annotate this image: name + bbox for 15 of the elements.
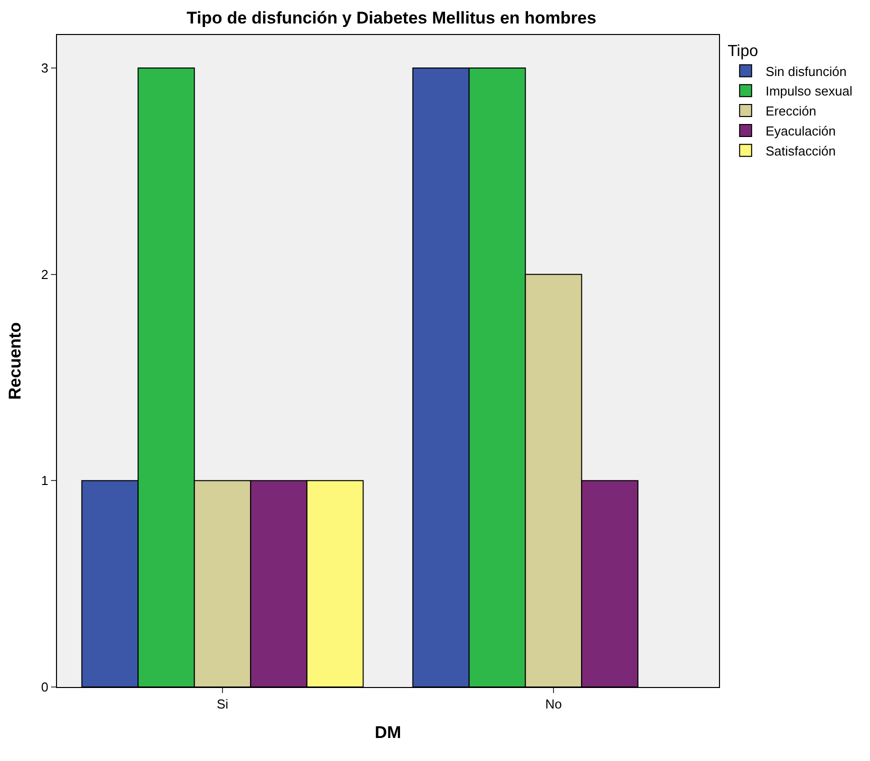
y-tick-label: 0 [41, 680, 48, 695]
x-axis-title: DM [374, 723, 402, 742]
x-tick-label: No [545, 696, 562, 712]
legend-title: Tipo [728, 42, 758, 60]
x-tick-label: Si [216, 696, 228, 712]
chart-title: Tipo de disfunción y Diabetes Mellitus en hombres [186, 8, 596, 28]
legend-label: Eyaculación [766, 124, 836, 139]
y-tick-label: 1 [41, 473, 48, 488]
legend-label: Satisfacción [766, 143, 836, 158]
y-tick-label: 3 [41, 60, 48, 76]
legend-label: Sin disfunción [766, 64, 847, 79]
legend-label: Impulso sexual [766, 84, 852, 99]
y-tick-label: 2 [41, 266, 48, 282]
legend-label: Erección [766, 104, 816, 119]
y-axis-title: Recuento [6, 322, 25, 400]
